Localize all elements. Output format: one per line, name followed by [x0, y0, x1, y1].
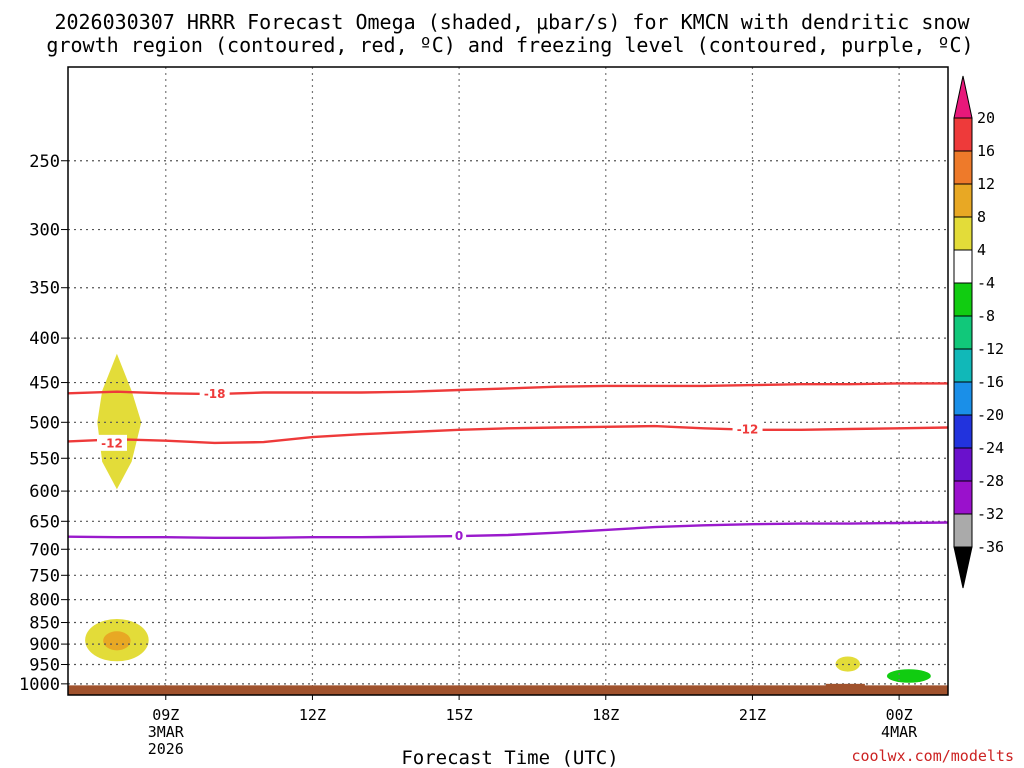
colorbar-segment--12-to--8: [953, 315, 973, 350]
x-tick-label-12Z-1: 12Z: [299, 706, 326, 724]
colorbar-label-8: 8: [977, 208, 986, 226]
terrain-bump: [825, 683, 865, 687]
colorbar-label--16: -16: [977, 373, 1004, 391]
y-tick-label-250: 250: [29, 152, 60, 172]
dendritic-minus-18-label-bg-1: [199, 385, 230, 402]
colorbar-label--4: -4: [977, 274, 995, 292]
y-tick-label-500: 500: [29, 413, 60, 433]
colorbar-label-16: 16: [977, 142, 995, 160]
colorbar-label--12: -12: [977, 340, 1004, 358]
colorbar-segment--32-to--28: [953, 480, 973, 515]
colorbar-bottom-extend: [953, 546, 973, 589]
colorbar-segment--8-to--4: [953, 282, 973, 317]
x-tick-label-21Z-1: 21Z: [739, 706, 766, 724]
colorbar-segment--16-to--12: [953, 348, 973, 383]
y-tick-label-300: 300: [29, 221, 60, 241]
colorbar: 20 16 12 8 4 -4 -8 -12 -16 -20 -24 -28 -32 -36: [953, 75, 1004, 589]
colorbar-label-4: 4: [977, 241, 986, 259]
y-tick-label-400: 400: [29, 329, 60, 349]
x-tick-label-00Z-2: 4MAR: [881, 723, 918, 741]
dendritic-minus-18-label-1: -18: [204, 387, 226, 401]
x-tick-label-00Z-1: 00Z: [886, 706, 913, 724]
grid-layer: [68, 67, 948, 695]
terrain-ground: [68, 685, 948, 695]
colorbar-top-extend: [953, 75, 973, 119]
chart-title-line1: 2026030307 HRRR Forecast Omega (shaded, …: [54, 10, 970, 34]
colorbar-segment--20-to--16: [953, 381, 973, 416]
dendritic-minus-12-line: [67, 424, 949, 445]
chart-title-line2: growth region (contoured, red, ºC) and f…: [46, 33, 973, 57]
dendritic-minus-12-label-2: -12: [737, 423, 759, 437]
colorbar-label-20: 20: [977, 109, 995, 127]
colorbar-segment-4-to-8: [953, 216, 973, 251]
x-tick-label-09Z-2: 3MAR: [148, 723, 185, 741]
omega-lower-orange: [103, 631, 131, 651]
y-tick-label-900: 900: [29, 635, 60, 655]
omega-small-yellow: [835, 656, 860, 672]
x-tick-label-18Z-1: 18Z: [592, 706, 619, 724]
dendritic-minus-12-label-bg-2: [732, 421, 763, 438]
y-tick-label-350: 350: [29, 279, 60, 299]
y-tick-label-800: 800: [29, 591, 60, 611]
y-tick-label-650: 650: [29, 512, 60, 532]
colorbar-label--36: -36: [977, 538, 1004, 556]
colorbar-segment--28-to--24: [953, 447, 973, 482]
x-tick-label-15Z-1: 15Z: [446, 706, 473, 724]
y-tick-label-750: 750: [29, 566, 60, 586]
omega-shading-layer: [85, 353, 931, 683]
terrain-layer: [68, 683, 948, 695]
colorbar-segment-16-to-20: [953, 117, 973, 152]
omega-green: [886, 669, 931, 683]
colorbar-segment--4-to-4: [953, 249, 973, 284]
dendritic-minus-12-label-1: -12: [101, 436, 123, 450]
freezing-level-0-label-1: 0: [455, 529, 463, 543]
y-tick-label-700: 700: [29, 540, 60, 560]
colorbar-segment-12-to-16: [953, 150, 973, 185]
x-tick-label-09Z-3: 2026: [148, 740, 184, 758]
y-tick-label-600: 600: [29, 482, 60, 502]
colorbar-label-12: 12: [977, 175, 995, 193]
omega-upper-yellow: [97, 353, 142, 490]
x-axis-label: Forecast Time (UTC): [401, 747, 618, 768]
freezing-level-0-line: [67, 521, 949, 539]
y-tick-label-950: 950: [29, 655, 60, 675]
contour-layer: -18 -12 -12 0: [67, 382, 949, 544]
dendritic-minus-12-label-bg-1: [97, 434, 127, 451]
colorbar-label--32: -32: [977, 505, 1004, 523]
colorbar-label--20: -20: [977, 406, 1004, 424]
colorbar-segment--36-to--32: [953, 513, 973, 548]
y-tick-label-450: 450: [29, 374, 60, 394]
x-tick-label-09Z-1: 09Z: [152, 706, 179, 724]
y-tick-label-550: 550: [29, 449, 60, 469]
colorbar-segment--24-to--20: [953, 414, 973, 449]
freezing-level-0-label-bg-1: [452, 527, 467, 544]
y-tick-label-1000: 1000: [19, 675, 60, 695]
y-axis-ticks: 2503003504004505005506006507007508008509…: [19, 152, 68, 695]
colorbar-label--24: -24: [977, 439, 1004, 457]
colorbar-label--8: -8: [977, 307, 995, 325]
colorbar-segment-8-to-12: [953, 183, 973, 218]
colorbar-label--28: -28: [977, 472, 1004, 490]
plot-frame: [67, 66, 949, 696]
y-tick-label-850: 850: [29, 614, 60, 634]
credit-text: coolwx.com/modelts: [851, 747, 1014, 765]
